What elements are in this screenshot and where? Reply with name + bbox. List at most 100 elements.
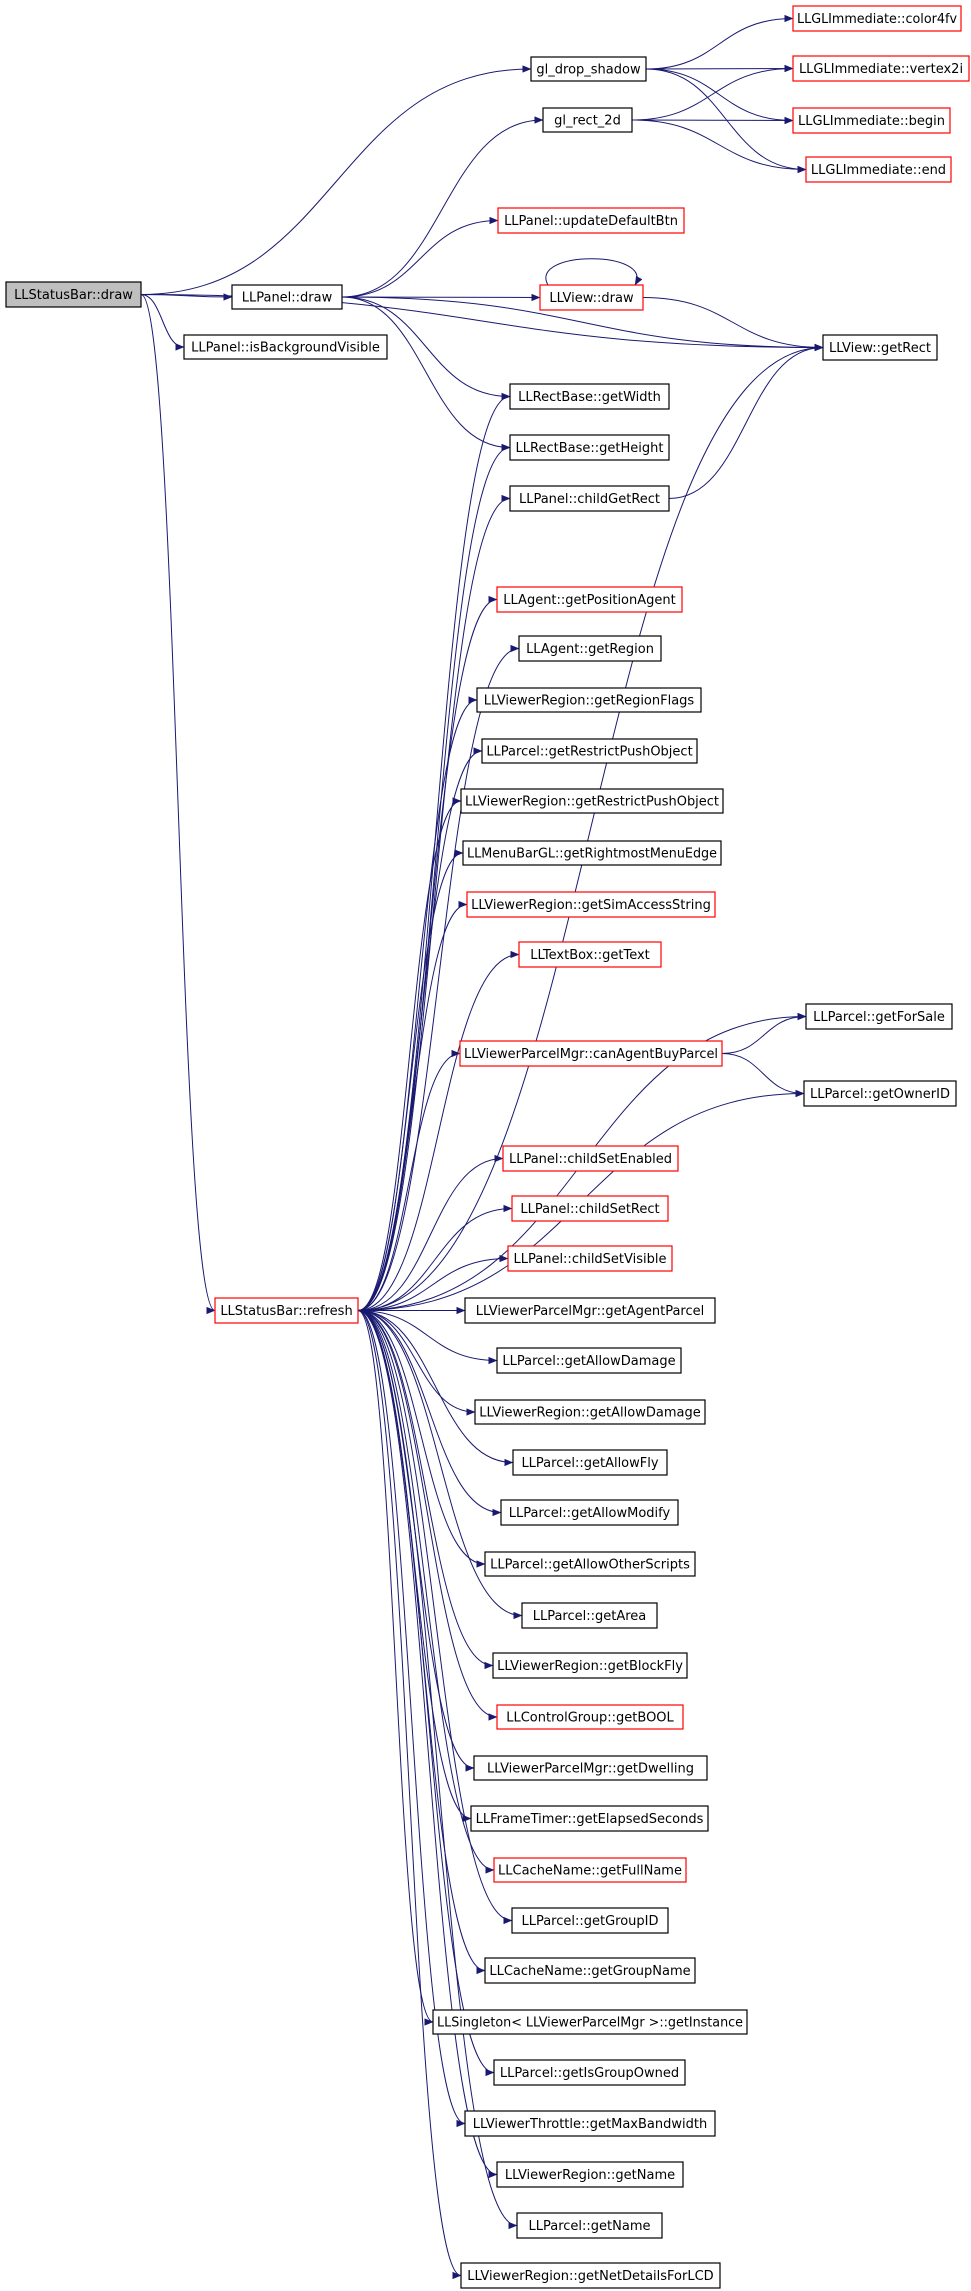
node-child_set_rect[interactable]: LLPanel::childSetRect bbox=[511, 1195, 669, 1222]
node-get_owner_id[interactable]: LLParcel::getOwnerID bbox=[803, 1080, 957, 1107]
edge-statusbar_refresh-to-get_instance bbox=[357, 1310, 434, 2026]
node-control_get_bool[interactable]: LLControlGroup::getBOOL bbox=[496, 1704, 684, 1730]
node-allow_modify[interactable]: LLParcel::getAllowModify bbox=[500, 1499, 679, 1526]
edge-gl_rect_2d-to-vertex2i bbox=[631, 64, 794, 121]
edge-can_agent_buy-to-get_owner_id bbox=[721, 1053, 805, 1098]
node-box bbox=[432, 2009, 748, 2035]
edge-statusbar_refresh-to-agent_get_region bbox=[357, 644, 520, 1311]
node-get_group_id[interactable]: LLParcel::getGroupID bbox=[511, 1907, 669, 1934]
node-sim_access_string[interactable]: LLViewerRegion::getSimAccessString bbox=[466, 891, 716, 918]
edge-child_get_rect-to-view_get_rect bbox=[668, 343, 824, 499]
node-textbox_get_text[interactable]: LLTextBox::getText bbox=[518, 941, 662, 968]
node-elapsed_seconds[interactable]: LLFrameTimer::getElapsedSeconds bbox=[470, 1805, 709, 1832]
node-box bbox=[460, 2262, 721, 2289]
edge-statusbar_draw-to-statusbar_refresh bbox=[140, 294, 216, 1314]
node-label: LLParcel::getRestrictPushObject bbox=[486, 745, 692, 760]
node-region_allow_damage[interactable]: LLViewerRegion::getAllowDamage bbox=[474, 1399, 706, 1425]
edge-gl_drop_shadow-to-end bbox=[645, 68, 807, 174]
node-view_get_rect[interactable]: LLView::getRect bbox=[822, 334, 938, 361]
node-box bbox=[511, 1907, 669, 1934]
node-child_set_enabled[interactable]: LLPanel::childSetEnabled bbox=[502, 1145, 679, 1172]
node-label: LLViewerRegion::getRestrictPushObject bbox=[465, 795, 719, 810]
node-region_get_name[interactable]: LLViewerRegion::getName bbox=[496, 2161, 684, 2188]
node-box bbox=[805, 156, 952, 183]
node-gl_rect_2d[interactable]: gl_rect_2d bbox=[542, 107, 633, 133]
node-get_full_name[interactable]: LLCacheName::getFullName bbox=[493, 1857, 687, 1883]
node-vertex2i[interactable]: LLGLImmediate::vertex2i bbox=[792, 55, 970, 82]
node-label: LLFrameTimer::getElapsedSeconds bbox=[476, 1812, 704, 1827]
node-is_group_owned[interactable]: LLParcel::getIsGroupOwned bbox=[493, 2059, 686, 2086]
node-agent_get_region[interactable]: LLAgent::getRegion bbox=[518, 635, 662, 662]
node-label: LLView::getRect bbox=[829, 341, 931, 356]
node-parcel_get_name[interactable]: LLParcel::getName bbox=[516, 2212, 663, 2239]
node-label: LLViewerRegion::getAllowDamage bbox=[479, 1406, 700, 1421]
node-end[interactable]: LLGLImmediate::end bbox=[805, 156, 952, 183]
node-box bbox=[496, 1347, 682, 1374]
node-child_get_rect[interactable]: LLPanel::childGetRect bbox=[509, 485, 670, 512]
node-net_details_lcd[interactable]: LLViewerRegion::getNetDetailsForLCD bbox=[460, 2262, 721, 2289]
edge-statusbar_refresh-to-net_details_lcd bbox=[357, 1310, 462, 2279]
edge-view_draw-to-view_draw bbox=[545, 258, 643, 286]
node-label: LLControlGroup::getBOOL bbox=[506, 1711, 674, 1726]
edge-panel_draw-to-view_get_rect bbox=[341, 296, 824, 352]
node-block_fly[interactable]: LLViewerRegion::getBlockFly bbox=[492, 1652, 688, 1679]
node-is_bg_visible[interactable]: LLPanel::isBackgroundVisible bbox=[183, 334, 388, 360]
node-label: LLGLImmediate::vertex2i bbox=[799, 62, 963, 77]
node-max_bandwidth[interactable]: LLViewerThrottle::getMaxBandwidth bbox=[464, 2110, 716, 2137]
node-parcel_restrict_push[interactable]: LLParcel::getRestrictPushObject bbox=[481, 738, 698, 764]
node-label: LLParcel::getAllowDamage bbox=[502, 1354, 675, 1369]
node-get_width[interactable]: LLRectBase::getWidth bbox=[509, 383, 670, 410]
node-allow_fly[interactable]: LLParcel::getAllowFly bbox=[512, 1449, 668, 1476]
node-get_dwelling[interactable]: LLViewerParcelMgr::getDwelling bbox=[473, 1755, 708, 1781]
node-region_restrict_push[interactable]: LLViewerRegion::getRestrictPushObject bbox=[460, 788, 724, 814]
edge-statusbar_refresh-to-child_set_enabled bbox=[357, 1154, 504, 1311]
node-box bbox=[466, 891, 716, 918]
node-label: LLViewerThrottle::getMaxBandwidth bbox=[473, 2117, 707, 2132]
node-update_default_btn[interactable]: LLPanel::updateDefaultBtn bbox=[497, 207, 685, 234]
node-child_set_visible[interactable]: LLPanel::childSetVisible bbox=[507, 1245, 673, 1272]
node-get_position_agent[interactable]: LLAgent::getPositionAgent bbox=[496, 586, 683, 613]
node-box bbox=[518, 635, 662, 662]
node-box bbox=[183, 334, 388, 360]
edge-statusbar_refresh-to-allow_modify bbox=[357, 1310, 502, 1517]
edge-statusbar_refresh-to-region_get_name bbox=[357, 1310, 498, 2178]
node-get_instance[interactable]: LLSingleton< LLViewerParcelMgr >::getIns… bbox=[432, 2009, 748, 2035]
node-label: LLRectBase::getHeight bbox=[516, 441, 664, 456]
node-box bbox=[511, 1195, 669, 1222]
node-get_group_name[interactable]: LLCacheName::getGroupName bbox=[484, 1957, 696, 1984]
node-box bbox=[460, 788, 724, 814]
node-box bbox=[474, 1399, 706, 1425]
edge-can_agent_buy-to-get_for_sale bbox=[721, 1012, 807, 1054]
node-view_draw[interactable]: LLView::draw bbox=[539, 284, 644, 311]
node-get_agent_parcel[interactable]: LLViewerParcelMgr::getAgentParcel bbox=[464, 1297, 716, 1324]
node-panel_draw[interactable]: LLPanel::draw bbox=[231, 284, 343, 310]
node-statusbar_draw[interactable]: LLStatusBar::draw bbox=[5, 281, 142, 308]
node-gl_drop_shadow[interactable]: gl_drop_shadow bbox=[530, 56, 647, 82]
node-label: LLRectBase::getWidth bbox=[518, 390, 661, 405]
edge-panel_draw-to-get_height bbox=[341, 296, 511, 452]
node-label: gl_rect_2d bbox=[554, 114, 621, 129]
node-label: LLPanel::childSetRect bbox=[520, 1202, 659, 1217]
node-get_region_flags[interactable]: LLViewerRegion::getRegionFlags bbox=[476, 687, 702, 713]
node-can_agent_buy[interactable]: LLViewerParcelMgr::canAgentBuyParcel bbox=[459, 1040, 723, 1067]
edge-panel_draw-to-update_default_btn bbox=[341, 216, 499, 298]
node-get_area[interactable]: LLParcel::getArea bbox=[521, 1602, 658, 1629]
edge-statusbar_refresh-to-sim_access_string bbox=[357, 900, 468, 1311]
node-get_for_sale[interactable]: LLParcel::getForSale bbox=[805, 1003, 953, 1030]
node-color4fv[interactable]: LLGLImmediate::color4fv bbox=[792, 5, 962, 32]
node-parcel_allow_damage[interactable]: LLParcel::getAllowDamage bbox=[496, 1347, 682, 1374]
node-label: LLParcel::getName bbox=[529, 2219, 651, 2234]
node-box bbox=[492, 1652, 688, 1679]
edge-view_draw-to-view_get_rect bbox=[642, 297, 824, 352]
node-box bbox=[507, 1245, 673, 1272]
node-begin[interactable]: LLGLImmediate::begin bbox=[792, 107, 951, 134]
node-allow_other_scripts[interactable]: LLParcel::getAllowOtherScripts bbox=[484, 1551, 696, 1577]
node-rightmost_menu_edge[interactable]: LLMenuBarGL::getRightmostMenuEdge bbox=[462, 840, 722, 866]
node-box bbox=[496, 1704, 684, 1730]
node-get_height[interactable]: LLRectBase::getHeight bbox=[509, 434, 670, 461]
edge-statusbar_refresh-to-parcel_get_name bbox=[357, 1310, 518, 2230]
edge-statusbar_refresh-to-region_allow_damage bbox=[357, 1310, 476, 1416]
edge-panel_draw-to-get_width bbox=[341, 296, 511, 401]
node-statusbar_refresh[interactable]: LLStatusBar::refresh bbox=[214, 1297, 359, 1324]
node-label: LLParcel::getAllowFly bbox=[521, 1456, 658, 1471]
